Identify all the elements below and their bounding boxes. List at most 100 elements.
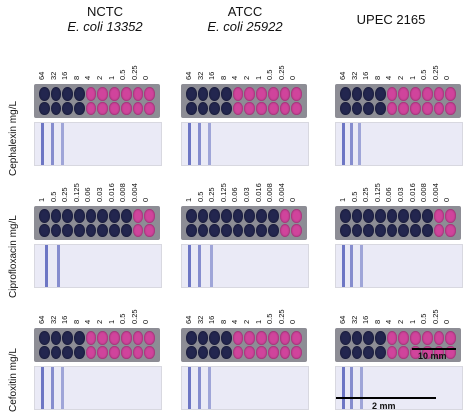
concentration-label: 0.125 [71,183,81,202]
well [256,223,267,237]
concentration-label: 32 [349,71,359,80]
well [39,101,50,115]
well [267,223,279,237]
concentration-label: 0.5 [118,313,128,324]
electrophoresis-strip [34,244,162,288]
well [445,331,456,345]
well [197,223,209,237]
well [50,209,62,223]
concentration-label: 1 [106,319,116,324]
strip-band [342,245,345,287]
row-label-cefoxitin: Cefoxitin mg/L [8,348,19,412]
column-title: UPEC 2165 [356,12,426,27]
well [433,101,445,115]
concentration-label: 0.5 [195,191,205,202]
concentration-label: 8 [372,75,382,80]
well [144,223,155,237]
well [433,209,445,223]
well [144,345,155,359]
concentration-label: 1 [253,75,263,80]
concentration-label: 16 [361,315,371,324]
concentration-label: 0.5 [419,313,429,324]
scale-bar-plate [412,348,456,350]
concentration-label: 0.03 [95,187,104,202]
concentration-label: 32 [48,71,58,80]
strip-band [210,245,213,287]
microplate [181,84,307,118]
strip-band [41,123,44,165]
strip-band [350,367,353,409]
well [144,101,155,115]
well [421,87,433,101]
strip-band [208,367,211,409]
strip-band [51,123,54,165]
strip-band [61,123,64,165]
microplate [181,328,307,362]
concentration-label: 64 [184,315,193,324]
well [62,345,74,359]
well [85,101,97,115]
concentration-labels: 64 32 16 8 4 2 1 0.5 0.25 0 [338,290,474,324]
electrophoresis-strip [181,122,309,166]
concentration-label: 16 [207,315,217,324]
well [398,87,410,101]
well [244,101,256,115]
concentration-label: 0.25 [361,187,371,202]
well [340,331,351,345]
well [109,345,120,359]
strip-band [188,245,191,287]
well [421,209,433,223]
well [386,101,398,115]
strip-band [61,367,64,409]
well [120,209,132,223]
strip-band [188,123,191,165]
well [256,331,267,345]
column-strain: E. coli 13352 [67,19,143,34]
concentration-label: 0.008 [419,183,429,202]
well [279,345,291,359]
concentration-label: 1 [106,75,116,80]
concentration-label: 16 [361,71,371,80]
strip-band [41,367,44,409]
well [363,345,375,359]
well [209,331,221,345]
well [120,87,132,101]
well [186,345,197,359]
concentration-label: 1 [407,319,417,324]
well [97,209,109,223]
strip-band [360,367,363,409]
well [433,345,445,359]
well [445,101,456,115]
well [421,101,433,115]
well [186,209,197,223]
well [232,345,244,359]
concentration-label: 0 [442,319,452,324]
well [375,345,386,359]
column-title: NCTC [86,4,124,19]
well [197,101,209,115]
well [291,87,302,101]
well [132,345,144,359]
concentration-label: 4 [83,319,93,324]
concentration-label: 0.06 [230,187,240,202]
well [410,209,421,223]
row-label-cephalexin: Cephalexin mg/L [8,100,19,176]
well [232,223,244,237]
well [97,101,109,115]
microplate [34,84,160,118]
concentration-label: 32 [195,315,205,324]
well [109,331,120,345]
concentration-label: 0 [442,197,452,202]
well [244,331,256,345]
concentration-label: 8 [372,319,382,324]
well [120,345,132,359]
concentration-label: 8 [218,319,228,324]
electrophoresis-strip [181,244,309,288]
well [363,209,375,223]
concentration-label: 64 [338,315,347,324]
well [39,87,50,101]
concentration-labels: 1 0.5 0.25 0.125 0.06 0.03 0.016 0.008 0.004 0 [37,168,188,202]
concentration-labels: 1 0.5 0.25 0.125 0.06 0.03 0.016 0.008 0.004 0 [184,168,335,202]
well [433,331,445,345]
strip-band [358,123,361,165]
